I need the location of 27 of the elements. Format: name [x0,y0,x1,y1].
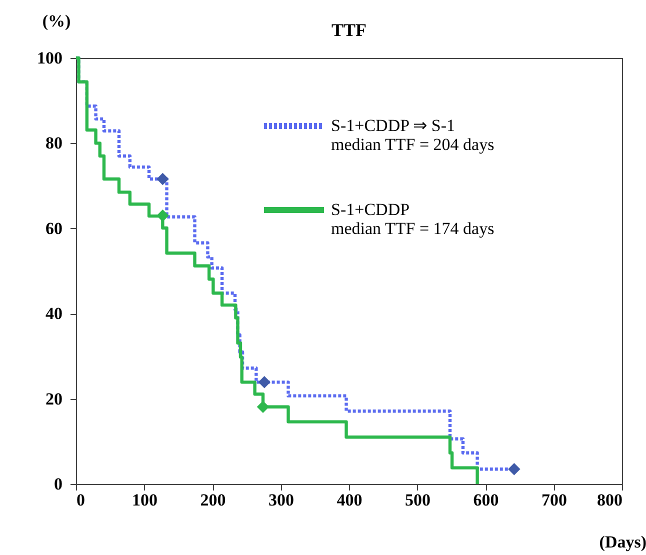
x-tick-label: 700 [542,490,567,510]
y-tick-label: 0 [54,474,62,494]
legend-label: S-1+CDDP ⇒ S-1 [331,116,456,135]
x-tick-label: 400 [336,490,362,510]
x-tick-label: 100 [132,490,158,510]
annotation: median TTF = 204 days [331,135,494,154]
y-axis-title: (%) [42,12,71,30]
x-tick-label: 0 [76,490,85,510]
chart-title: TTF [331,20,367,40]
x-axis-title: (Days) [599,532,646,552]
x-tick-label: 600 [473,490,499,510]
point [258,376,270,388]
y-tick-label: 40 [46,304,62,324]
point [256,400,270,414]
x-tick-label: 300 [268,490,294,510]
y-tick-label: 60 [46,218,62,238]
point [508,462,520,476]
y-tick-label: 20 [46,389,62,408]
point [156,172,169,186]
y-tick-label: 80 [46,134,62,153]
annotation: median TTF = 174 days [331,219,494,238]
x-tick-label: 200 [200,490,226,510]
legend-label: S-1+CDDP [331,200,410,219]
x-tick-label: 800 [597,490,622,510]
point [156,209,169,222]
y-tick-label: 100 [37,48,62,68]
x-tick-label: 500 [405,490,430,510]
